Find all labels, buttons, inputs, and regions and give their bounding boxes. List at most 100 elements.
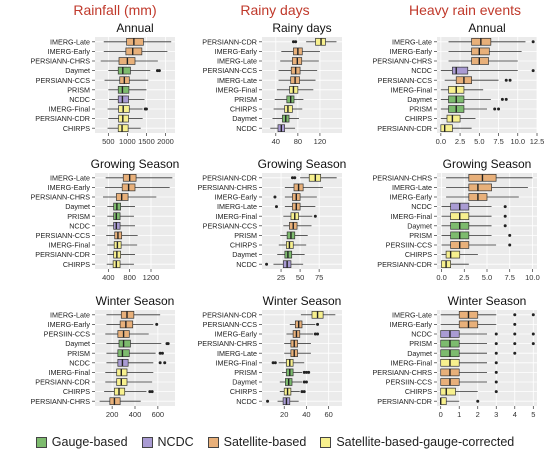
row-label: IMERG-Late — [50, 310, 90, 319]
row-label: Daymet — [407, 95, 432, 104]
row-label: PRISM — [67, 85, 90, 94]
box — [117, 349, 130, 358]
outlier-point — [155, 322, 159, 326]
x-tick-label: 0.0 — [436, 273, 446, 282]
legend-swatch-gauge — [35, 436, 47, 448]
row-label: PERSIANN-CCS — [36, 231, 91, 240]
row-label: PERSIANN-CHRS — [30, 397, 90, 406]
outlier-point — [494, 370, 498, 374]
row-label: IMERG-Final — [390, 212, 432, 221]
legend-label-ncdc: NCDC — [157, 435, 194, 449]
row-label: CHIRPS — [63, 260, 90, 269]
outlier-point — [294, 40, 298, 44]
outlier-point — [497, 107, 501, 111]
outlier-point — [503, 224, 507, 228]
panel-6: Winter Season 200 400 600 IMERG-LateIMERG-Ea… — [30, 294, 175, 419]
x-tick-label: 0.0 — [436, 137, 446, 146]
legend-swatch-satellite — [207, 436, 219, 448]
panel-8: Winter Season 0 1 2 3 4 5 IMERG-LateIMERG-Early… — [372, 294, 537, 419]
row-label: IMERG-Late — [50, 37, 90, 46]
panel-title: Growing Season — [443, 157, 532, 171]
row-label: IMERG-Early — [215, 193, 258, 202]
row-label: PRISM — [234, 231, 257, 240]
outlier-point — [494, 351, 498, 355]
outlier-point — [266, 399, 270, 403]
panel-title: Winter Season — [448, 294, 527, 308]
row-label: IMERG-Early — [390, 193, 433, 202]
row-label: IMERG-Final — [215, 212, 257, 221]
legend-item-satellite-gauge-corrected: Satellite-based-gauge-corrected — [320, 435, 514, 449]
row-label: PRISM — [409, 231, 432, 240]
legend-label-gauge: Gauge-based — [51, 435, 128, 449]
panel-title: Growing Season — [91, 157, 180, 171]
outlier-point — [144, 107, 148, 111]
row-label: CHIRPS — [63, 387, 90, 396]
x-tick-label: 5.0 — [474, 137, 484, 146]
outlier-point — [503, 205, 507, 209]
row-label: IMERG-Final — [215, 358, 257, 367]
x-tick-label: 5.0 — [482, 273, 492, 282]
row-label: NCDC — [69, 95, 90, 104]
outlier-point — [290, 176, 294, 180]
outlier-point — [291, 40, 295, 44]
row-label: CHIRPS — [405, 387, 432, 396]
column-title-rainfall: Rainfall (mm) — [73, 2, 157, 18]
x-tick-label: 7.5 — [493, 137, 503, 146]
box — [471, 47, 490, 56]
column-title-rainy-days: Rainy days — [240, 2, 310, 18]
outlier-point — [158, 361, 162, 365]
panel-0: Annual 500 1000 1500 2000 IMERG-LateIMERG-Ear… — [30, 21, 175, 146]
x-tick-label: 2.5 — [459, 273, 469, 282]
row-label: IMERG-Final — [390, 358, 432, 367]
row-label: IMERG-Late — [217, 202, 257, 211]
x-tick-label: 0 — [439, 410, 443, 419]
row-label: PERSIANN-CHRS — [197, 339, 257, 348]
row-label: IMERG-Late — [217, 349, 257, 358]
x-tick-label: 200 — [106, 410, 119, 419]
row-label: IMERG-Final — [48, 368, 90, 377]
outlier-point — [531, 342, 535, 346]
x-tick-label: 40 — [302, 410, 310, 419]
outlier-point — [513, 322, 517, 326]
x-tick-label: 80 — [294, 137, 302, 146]
row-label: PERSIIN-CCS — [386, 378, 433, 387]
row-label: NCDC — [411, 330, 432, 339]
outlier-point — [316, 332, 320, 336]
row-label: NCDC — [411, 66, 432, 75]
row-label: PERSIANN-CDR — [202, 37, 257, 46]
x-tick-label: 12.5 — [530, 137, 545, 146]
x-tick-label: 4 — [513, 410, 517, 419]
row-label: PRISM — [67, 349, 90, 358]
outlier-point — [503, 214, 507, 218]
x-tick-label: 3 — [494, 410, 498, 419]
x-tick-label: 2000 — [157, 137, 174, 146]
outlier-point — [148, 390, 152, 394]
outlier-point — [494, 332, 498, 336]
outlier-point — [504, 97, 508, 101]
legend-item-satellite: Satellite-based — [207, 435, 306, 449]
row-label: Daymet — [65, 339, 90, 348]
x-tick-label: 7.5 — [505, 273, 515, 282]
row-label: IMERG-Final — [48, 105, 90, 114]
outlier-point — [265, 262, 269, 266]
box — [117, 95, 129, 104]
x-tick-label: 75 — [315, 273, 323, 282]
outlier-point — [313, 214, 317, 218]
panel-title: Rainy days — [272, 21, 331, 35]
x-tick-label: 2.5 — [455, 137, 465, 146]
row-label: IMERG-Late — [50, 173, 90, 182]
x-tick-label: 10.0 — [525, 273, 540, 282]
row-label: PERSIANN-CCS — [203, 221, 258, 230]
x-tick-label: 50 — [296, 273, 304, 282]
outlier-point — [493, 107, 497, 111]
row-label: NCDC — [236, 260, 257, 269]
box — [440, 397, 447, 406]
x-tick-label: 800 — [123, 273, 136, 282]
outlier-point — [508, 78, 512, 82]
box — [440, 387, 456, 396]
row-label: IMERG-Early — [390, 320, 433, 329]
outlier-point — [166, 342, 170, 346]
outlier-point — [273, 361, 277, 365]
outlier-point — [508, 243, 512, 247]
